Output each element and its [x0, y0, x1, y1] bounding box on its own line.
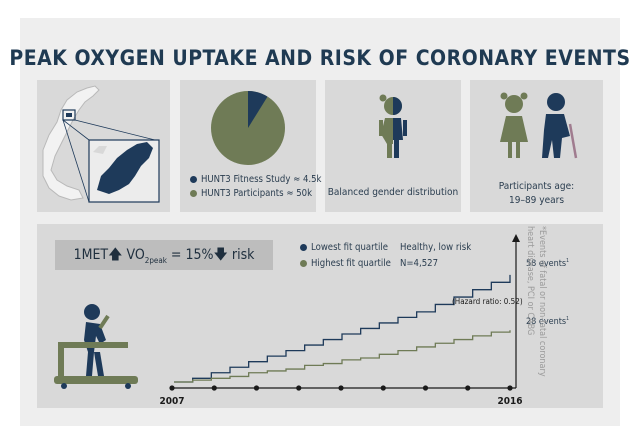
pie-legend-participants: HUNT3 Participants ≈ 50k: [190, 188, 312, 199]
gender-panel: Balanced gender distribution: [325, 80, 461, 212]
arrow-down-icon: 🡇: [213, 247, 228, 263]
participants-pie-chart: [211, 91, 285, 165]
x-tick-dot: [507, 385, 513, 391]
cohort-note-2: N=4,527: [400, 258, 439, 269]
page-title: PEAK OXYGEN UPTAKE AND RISK OF CORONARY …: [9, 46, 631, 70]
x-tick-dot: [211, 385, 217, 391]
age-panel: Participants age: 19–89 years: [470, 80, 603, 212]
x-tick-dot: [422, 385, 429, 391]
age-caption-1: Participants age:: [498, 181, 575, 192]
map-panel: [37, 80, 170, 212]
legend-dot-blue: [300, 244, 307, 251]
treadmill-runner-icon: [54, 304, 138, 389]
age-caption-2: 19–89 years: [509, 195, 564, 206]
child-and-elder-icon: [500, 92, 578, 159]
legend-dot-olive: [300, 260, 307, 267]
x-tick-dot: [169, 385, 175, 391]
low-fit-events-label: 58 events1: [526, 258, 570, 269]
met-risk-banner: 1MET🡅 VO2peak = 15%🡇 risk: [55, 240, 273, 270]
legend-dot-olive: [190, 190, 197, 197]
high-fit-events-label: 28 events1: [526, 316, 570, 327]
x-tick-dot: [253, 385, 260, 391]
y-axis-arrowhead: [512, 234, 520, 242]
arrow-up-icon: 🡅: [108, 247, 123, 263]
norway-map-icon: [42, 85, 160, 203]
series-line-lowest-fit: [174, 274, 511, 383]
hazard-ratio-label: (Hazard ratio: 0.52): [452, 297, 523, 306]
chart-legend-high: Highest fit quartile: [300, 258, 391, 269]
half-girl-half-boy-icon: [379, 94, 407, 158]
series-line-highest-fit: [174, 330, 511, 383]
pie-slice-fitness-study: [248, 91, 268, 128]
x-tick-dot: [296, 385, 302, 391]
cohort-note-1: Healthy, low risk: [400, 242, 472, 253]
x-tick-label-start: 2007: [159, 396, 184, 407]
gender-caption: Balanced gender distribution: [327, 187, 459, 198]
pie-panel: HUNT3 Fitness Study ≈ 4.5k HUNT3 Partici…: [180, 80, 322, 212]
footnote-events: *Events of fatal or non-fatal coronary h…: [525, 226, 547, 377]
coronary-events-chart: 2007 2016 (Hazard ratio: 0.52): [159, 234, 523, 407]
x-tick-dot: [380, 385, 386, 391]
x-tick-dot: [338, 385, 344, 391]
chart-legend-low: Lowest fit quartile: [300, 242, 388, 253]
x-tick-label-end: 2016: [497, 396, 522, 407]
legend-dot-blue: [190, 176, 197, 183]
pie-legend-fitness: HUNT3 Fitness Study ≈ 4.5k: [190, 174, 322, 185]
x-tick-dot: [465, 385, 471, 391]
